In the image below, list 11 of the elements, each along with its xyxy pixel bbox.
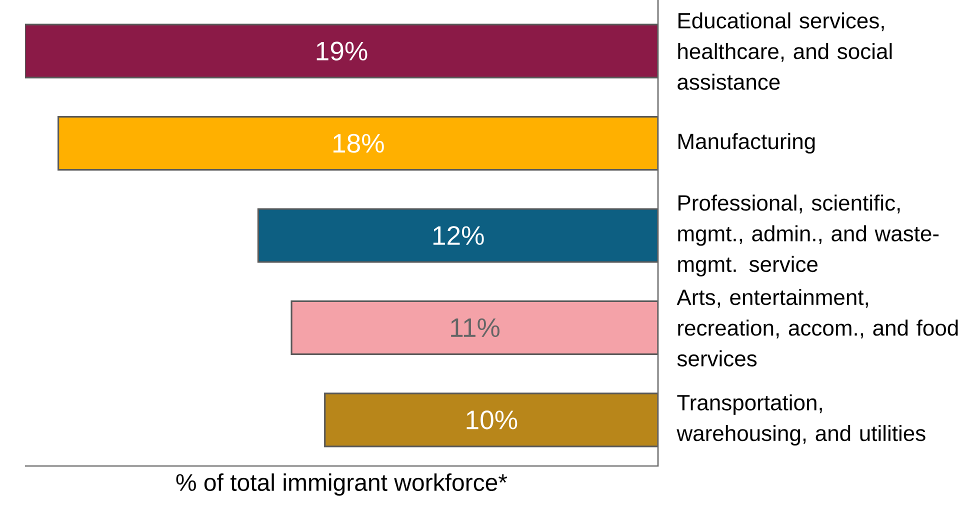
data-label: 10% <box>466 410 518 430</box>
data-label: 19% <box>316 42 368 61</box>
data-label: 11% <box>451 318 500 338</box>
y-tick-label: Educational services, healthcare, and social assistance <box>678 12 892 90</box>
data-label: 12% <box>433 226 484 245</box>
data-label: 18% <box>334 134 384 153</box>
x-axis-title: % of total immigrant workforce* <box>176 473 508 496</box>
y-tick-label: Transportation, warehousing, and utilities <box>676 394 926 446</box>
y-tick-label: Manufacturing <box>678 133 815 154</box>
y-tick-label: Arts, entertainment, recreation, accom., and food services <box>676 288 958 366</box>
y-tick-label: Professional, scientific, mgmt., admin., and waste-mgmt. service <box>678 194 939 276</box>
